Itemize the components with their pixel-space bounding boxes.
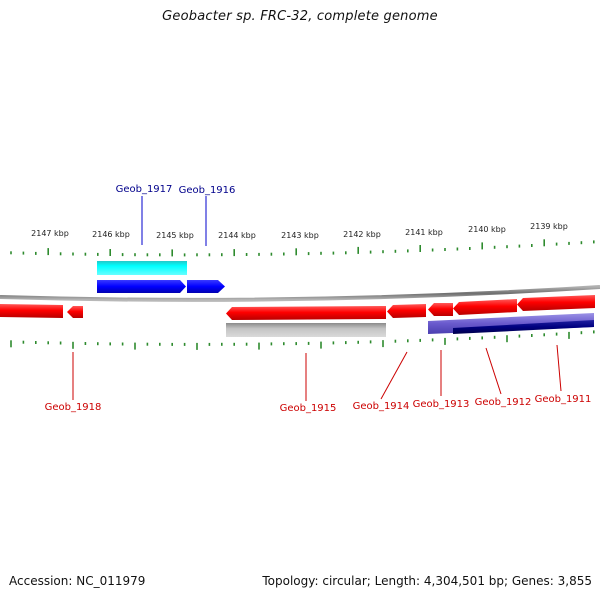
leader-geob-1911 xyxy=(556,344,562,392)
gene-arrow-geob-1916[interactable] xyxy=(187,280,225,293)
accession-text: Accession: NC_011979 xyxy=(9,574,146,588)
gene-arrow-geob-1918-right[interactable] xyxy=(67,306,83,318)
gene-label-geob-1915[interactable]: Geob_1915 xyxy=(280,403,337,414)
gene-bar-geob-1915-homolog xyxy=(226,323,386,337)
outer-ticks xyxy=(10,239,595,257)
gene-label-geob-1911[interactable]: Geob_1911 xyxy=(535,394,592,405)
gene-label-geob-1913[interactable]: Geob_1913 xyxy=(413,399,470,410)
gene-label-geob-1917[interactable]: Geob_1917 xyxy=(116,184,173,195)
scale-label-2143: 2143 kbp xyxy=(281,231,319,240)
gene-arrow-geob-1913[interactable] xyxy=(428,303,453,316)
map-title: Geobacter sp. FRC-32, complete genome xyxy=(162,9,438,24)
gene-arrow-geob-1915[interactable] xyxy=(226,306,386,320)
gene-arrow-geob-1912[interactable] xyxy=(453,299,517,315)
gene-arrow-geob-1914[interactable] xyxy=(387,304,426,318)
gene-arrow-geob-1918-left[interactable] xyxy=(0,304,63,318)
gene-bar-geob-1912-homolog xyxy=(453,320,594,334)
forward-genes xyxy=(97,261,225,293)
scale-labels: 2147 kbp 2146 kbp 2145 kbp 2144 kbp 2143… xyxy=(31,222,568,240)
genome-summary-text: Topology: circular; Length: 4,304,501 bp… xyxy=(262,574,592,588)
scale-label-2146: 2146 kbp xyxy=(92,230,130,239)
genome-backbone xyxy=(0,285,600,302)
scale-label-2144: 2144 kbp xyxy=(218,231,256,240)
gene-arrow-geob-1917[interactable] xyxy=(97,280,186,293)
leader-geob-1912 xyxy=(485,347,502,395)
reverse-genes xyxy=(0,295,595,337)
leader-geob-1914 xyxy=(380,351,408,400)
scale-label-2147: 2147 kbp xyxy=(31,229,69,238)
gene-bar-geob-1917-homolog xyxy=(97,261,187,275)
scale-label-2142: 2142 kbp xyxy=(343,230,381,239)
gene-label-geob-1912[interactable]: Geob_1912 xyxy=(475,397,532,408)
scale-label-2145: 2145 kbp xyxy=(156,231,194,240)
gene-arrow-geob-1911[interactable] xyxy=(517,295,595,311)
scale-label-2140: 2140 kbp xyxy=(468,225,506,234)
gene-label-geob-1914[interactable]: Geob_1914 xyxy=(353,401,410,412)
scale-label-2139: 2139 kbp xyxy=(530,222,568,231)
label-leaders xyxy=(72,196,562,401)
gene-label-geob-1918[interactable]: Geob_1918 xyxy=(45,402,102,413)
inner-ticks xyxy=(10,330,595,350)
gene-label-geob-1916[interactable]: Geob_1916 xyxy=(179,185,236,196)
scale-label-2141: 2141 kbp xyxy=(405,228,443,237)
